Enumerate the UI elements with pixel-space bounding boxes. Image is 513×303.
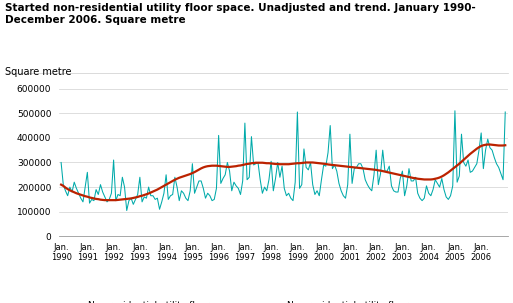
Legend: Non-residential utility floor space,
unadjusted, Non-residential utility floor s: Non-residential utility floor space, una… <box>61 301 441 303</box>
Text: Started non-residential utility floor space. Unadjusted and trend. January 1990-: Started non-residential utility floor sp… <box>5 3 476 25</box>
Text: Square metre: Square metre <box>5 67 72 77</box>
